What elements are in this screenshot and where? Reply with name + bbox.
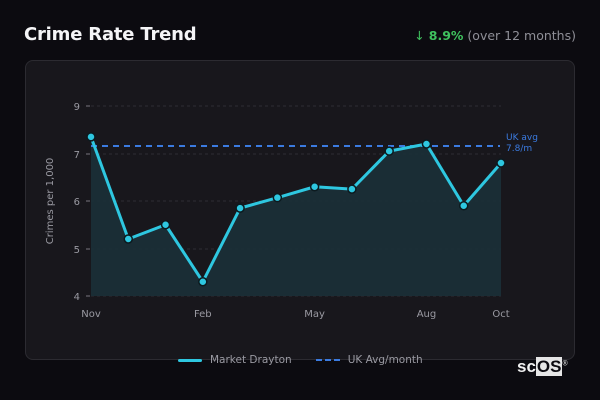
data-point[interactable] [123, 234, 134, 244]
dashed-line-swatch-icon [315, 359, 340, 361]
svg-text:Oct: Oct [492, 309, 509, 320]
y-axis: 9 7 6 5 4 [74, 102, 90, 303]
change-percent: 8.9% [428, 28, 464, 43]
legend-label: UK Avg/month [347, 354, 423, 366]
svg-text:May: May [304, 309, 325, 320]
uk-avg-annotation: UK avg [506, 133, 538, 143]
change-summary: ↓ 8.9% (over 12 months) [414, 28, 576, 43]
data-point[interactable] [458, 201, 469, 211]
market-drayton-line [89, 136, 503, 284]
uk-avg-annotation-value: 7.8/m [506, 144, 532, 154]
y-axis-label: Crimes per 1,000 [45, 158, 56, 245]
legend-label: Market Drayton [210, 354, 292, 366]
data-point[interactable] [496, 158, 506, 168]
svg-text:4: 4 [74, 292, 80, 303]
svg-text:Nov: Nov [81, 309, 101, 320]
data-point[interactable] [272, 192, 283, 203]
svg-text:6: 6 [74, 197, 80, 208]
area-fill [91, 136, 501, 296]
x-axis: Nov Feb May Aug Oct [81, 309, 509, 320]
change-period: (over 12 months) [467, 28, 576, 43]
data-point[interactable] [384, 146, 394, 156]
legend-item-market-drayton[interactable]: Market Drayton [178, 354, 292, 366]
data-point[interactable] [198, 277, 208, 287]
data-point[interactable] [235, 203, 245, 213]
data-points[interactable] [86, 132, 506, 287]
svg-text:7: 7 [74, 150, 80, 161]
solid-line-swatch-icon [178, 358, 202, 362]
legend: Market Drayton UK Avg/month [178, 354, 423, 366]
svg-text:9: 9 [74, 102, 80, 113]
legend-item-uk-avg[interactable]: UK Avg/month [315, 354, 423, 366]
data-point[interactable] [347, 184, 357, 194]
down-arrow-icon: ↓ [414, 28, 425, 43]
svg-text:5: 5 [74, 245, 80, 256]
data-point[interactable] [421, 139, 432, 149]
data-point[interactable] [160, 220, 171, 230]
scos-logo: scOS® [517, 357, 568, 376]
svg-text:Aug: Aug [417, 309, 437, 320]
data-point[interactable] [309, 182, 320, 192]
svg-text:Feb: Feb [194, 309, 212, 320]
page-title: Crime Rate Trend [24, 24, 197, 45]
data-point[interactable] [86, 132, 96, 142]
